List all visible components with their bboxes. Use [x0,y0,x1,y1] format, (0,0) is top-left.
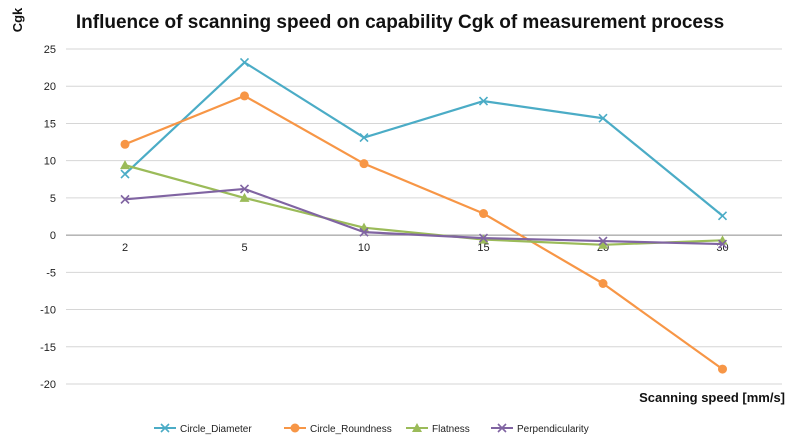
y-tick-label: 25 [44,44,56,56]
y-tick-label: -20 [40,379,56,391]
data-point [359,159,369,169]
data-point [598,236,608,246]
x-tick-label: 2 [122,242,128,254]
data-point [239,192,250,202]
y-tick-label: 0 [50,230,56,242]
data-point [478,233,489,243]
data-point [478,96,489,106]
legend-swatch-marker [412,423,422,432]
data-point [718,364,727,374]
y-tick-label: 10 [44,156,56,168]
data-point [120,139,130,149]
series-lines [120,57,728,374]
series-perpendicularity [120,184,728,249]
series-line [124,187,723,246]
data-point [240,91,249,101]
legend-swatch-marker [160,423,170,433]
data-point [479,209,488,219]
data-point [598,239,608,249]
legend-label: Perpendicularity [517,424,589,435]
series-line [124,164,723,246]
legend-item: Perpendicularity [491,423,589,435]
y-tick-label: -5 [46,267,56,279]
legend-swatch-marker [290,423,300,433]
legend-label: Circle_Roundness [310,424,392,435]
legend-item: Circle_Roundness [284,423,392,435]
y-tick-label: 5 [50,193,56,205]
x-tick-label: 5 [241,242,247,254]
data-point [120,194,130,204]
data-point [717,211,728,221]
data-point [598,113,608,123]
data-point [598,279,608,288]
legend-item: Circle_Diameter [154,423,252,435]
series-line [124,94,724,371]
data-point [717,239,728,249]
y-tick-label: 15 [44,118,56,130]
legend-label: Flatness [432,424,470,435]
data-point [120,169,130,179]
x-tick-label: 30 [716,242,728,254]
data-point [359,227,369,237]
legend-item: Flatness [406,423,470,435]
legend-swatch-marker [497,423,507,433]
series-circle-diameter [120,57,728,221]
data-point [239,57,250,67]
legend: Circle_Diameter Circle_Roundness Flatness P… [154,423,589,435]
data-point [359,133,369,143]
y-axis-ticks: 25 20 15 10 5 0 -5 -10 -15 -20 [40,44,56,391]
chart-title: Influence of scanning speed on capabilit… [76,12,724,33]
y-axis-label: Cgk [10,7,25,32]
x-axis-label: Scanning speed [mm/s] [639,390,785,405]
data-point [239,184,250,194]
x-tick-label: 15 [477,242,489,254]
legend-label: Circle_Diameter [180,424,252,435]
y-tick-label: -15 [40,342,56,354]
series-line [124,61,724,217]
series-circle-roundness [120,91,727,374]
y-tick-label: 20 [44,81,56,93]
y-tick-label: -10 [40,305,56,317]
x-tick-label: 10 [358,242,370,254]
data-point [120,160,130,170]
